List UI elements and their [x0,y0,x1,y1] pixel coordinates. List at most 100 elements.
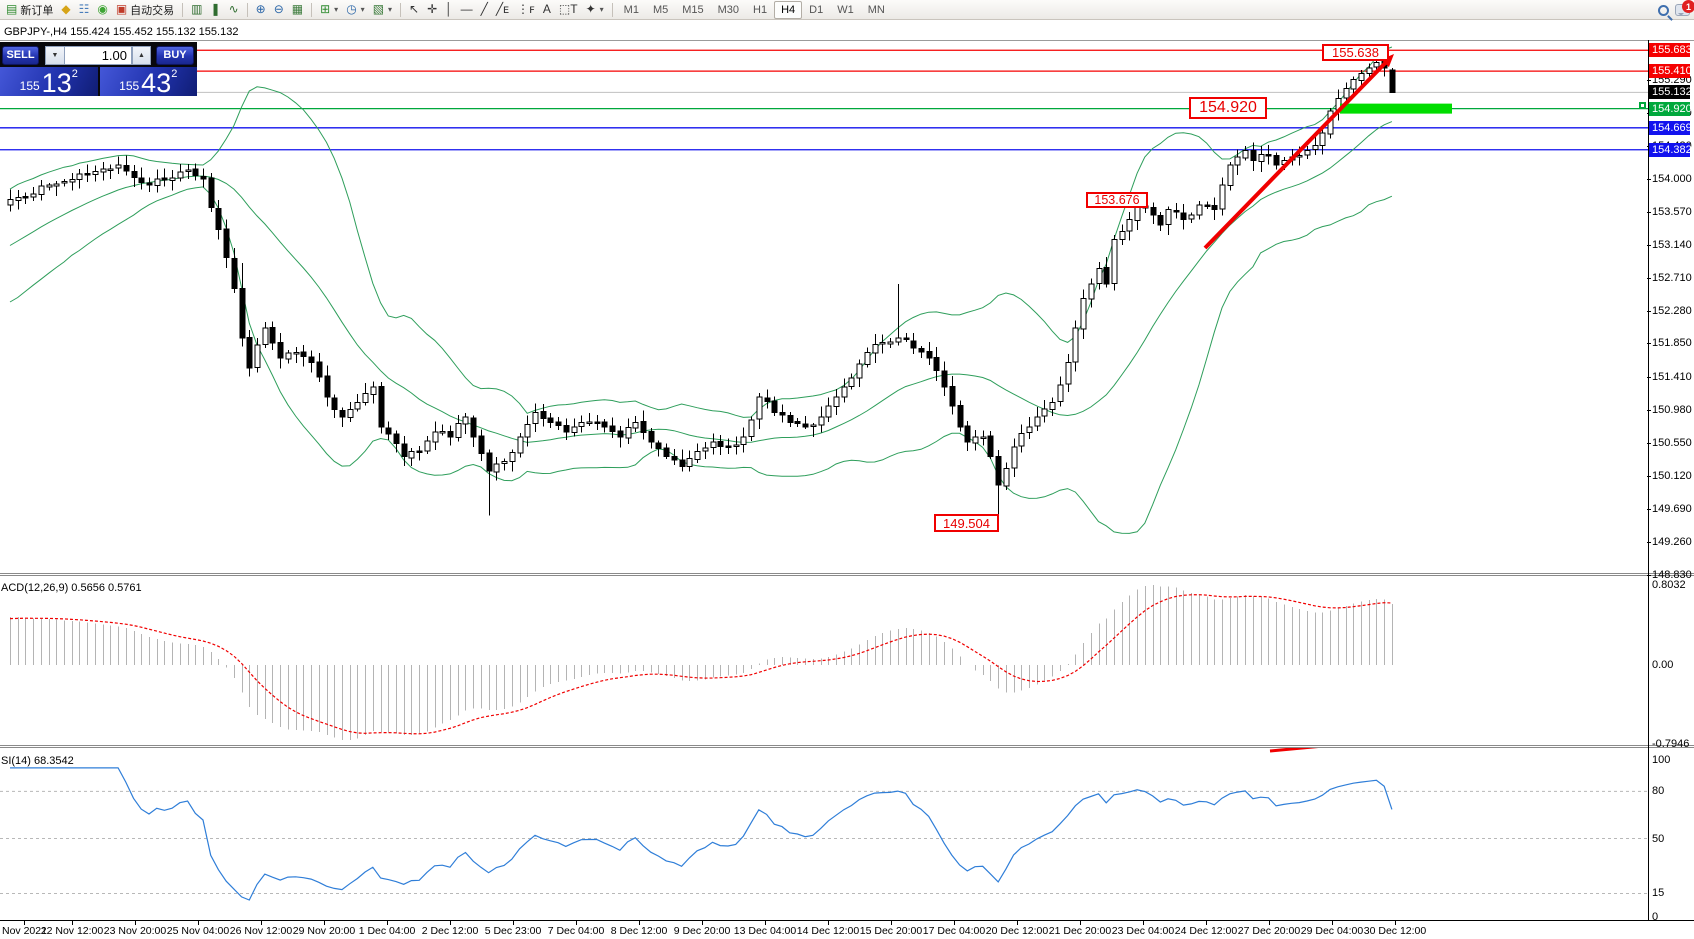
toolbar-button-label: 自动交易 [130,4,175,17]
notifications-icon[interactable]: 1 [1675,0,1694,16]
support-zone-band[interactable] [1340,103,1452,114]
horizontal-line-icon: — [460,2,473,16]
sell-price-point: 2 [71,68,78,80]
time-tick [828,921,829,925]
trendline-button[interactable]: ╱ [477,1,492,19]
candles [7,52,1396,523]
timeframe-h1[interactable]: H1 [753,3,768,16]
macd-histogram [10,585,1393,740]
time-label: 1 Dec 04:00 [358,925,416,937]
text-label-icon: ⬚T [558,2,578,16]
volume-down-stepper[interactable]: ▼ [45,45,64,65]
time-tick [1395,921,1396,925]
time-tick [1269,921,1270,925]
signal-button[interactable]: ◉ [93,1,111,19]
chevron-down-icon: ▾ [334,5,339,14]
time-tick [198,921,199,925]
macd-label: ACD(12,26,9) 0.5656 0.5761 [1,582,142,594]
time-label: 27 Dec 20:00 [1237,925,1301,937]
zoom-in-button[interactable]: ⊕ [252,1,270,19]
time-label: 23 Nov 20:00 [103,925,167,937]
trend-arrow-main[interactable] [1203,58,1390,250]
time-axis[interactable]: Nov 2021 22 Nov 12:00 23 Nov 20:00 25 Nov 0… [0,921,1694,939]
timeframe-h4[interactable]: H4 [774,0,803,19]
timeframe-w1[interactable]: W1 [837,3,854,16]
horizontal-line-button[interactable]: — [457,1,477,19]
price-label-153676[interactable]: 153.676 [1086,192,1148,208]
hline-selection-handle[interactable] [1639,102,1646,109]
text-label-button[interactable]: ⬚T [555,1,582,19]
text-button[interactable]: A [539,1,555,19]
sell-price-figure: 155 [19,79,40,93]
search-icon[interactable] [1658,4,1669,16]
time-tick [1332,921,1333,925]
tile-windows-icon: ▦ [291,2,304,16]
main-chart-pane[interactable] [0,46,1648,534]
price-label-149504[interactable]: 149.504 [934,514,999,532]
trend-arrow-rsi[interactable] [1269,741,1380,753]
price-badge-154.382: 154.382 [1649,142,1692,157]
time-label: 29 Nov 20:00 [292,925,356,937]
chart-title-row: GBPJPY-,H4 155.424 155.452 155.132 155.1… [0,21,1694,40]
toolbar-separator [182,2,184,17]
sell-button[interactable]: SELL [2,45,39,65]
bar-chart-button[interactable]: ▥ [187,1,206,19]
new-chart-icon: ⊞ [320,2,331,16]
volume-up-stepper[interactable]: ▲ [132,45,151,65]
time-tick [1080,921,1081,925]
volume-input[interactable]: 1.00 [64,45,132,65]
price-label-154920[interactable]: 154.920 [1189,97,1267,119]
vertical-line-button[interactable]: │ [441,1,457,19]
time-label: 2 Dec 12:00 [421,925,479,937]
rsi-scale-0: 0 [1652,911,1659,923]
buy-price-display[interactable]: 155 43 2 [99,67,197,98]
toolbar-separator [246,2,248,17]
price-label-155638[interactable]: 155.638 [1322,44,1389,61]
timeframe-m15[interactable]: M15 [682,3,704,16]
time-label: 8 Dec 12:00 [610,925,668,937]
zoom-out-button[interactable]: ⊖ [270,1,288,19]
timeframe-m30[interactable]: M30 [717,3,740,16]
trend-arrow-rsi-head [1375,736,1389,747]
timeframe-mn[interactable]: MN [867,3,885,16]
price-badge-154.920: 154.920 [1649,101,1692,116]
macd-pane[interactable] [9,552,1402,740]
buy-button[interactable]: BUY [156,45,194,65]
time-tick [135,921,136,925]
fibonacci-button[interactable]: ⋮ꜰ [513,1,539,19]
tile-windows-button[interactable]: ▦ [288,1,307,19]
gold-icon: ◆ [61,2,71,16]
cursor-button[interactable]: ↖ [405,1,423,19]
time-label: 9 Dec 20:00 [673,925,731,937]
time-tick [1143,921,1144,925]
price-tick-150.120: 150.120 [1647,469,1692,482]
rsi-scale-50: 50 [1652,832,1665,845]
rsi-pane[interactable] [0,736,1648,901]
trendline-icon: ╱ [480,2,488,16]
vertical-line-icon: │ [445,2,453,16]
autotrade-button[interactable]: ▣ 自动交易 [112,1,178,19]
market-depth-button[interactable]: ☷ [75,1,94,19]
gold-button[interactable]: ◆ [57,1,74,19]
text-icon: A [542,2,551,16]
arrows-button[interactable]: ✦ ▾ [582,1,608,19]
price-tick-149.260: 149.260 [1647,535,1692,548]
timeframe-d1[interactable]: D1 [809,3,824,16]
channel-button[interactable]: ╱ᴇ [492,1,513,19]
candlestick-chart-button[interactable]: ❚ [207,1,225,19]
timeframe-m1[interactable]: M1 [623,3,639,16]
new-chart-button[interactable]: ⊞ ▾ [316,1,342,19]
sell-price-display[interactable]: 155 13 2 [0,67,98,97]
buy-price-pips: 43 [141,68,172,98]
template-button[interactable]: ▧ ▾ [369,1,396,19]
timeframe-m5[interactable]: M5 [652,3,669,16]
line-chart-button[interactable]: ∿ [225,1,243,19]
crosshair-button[interactable]: ✛ [423,1,441,19]
time-tick [765,921,766,925]
trend-arrow-macd[interactable] [1290,557,1394,566]
time-tick [324,921,325,925]
new-order-button[interactable]: ▤ 新订单 [2,1,57,19]
time-label: 29 Dec 04:00 [1300,925,1364,937]
period-button[interactable]: ◷ ▾ [342,1,369,19]
